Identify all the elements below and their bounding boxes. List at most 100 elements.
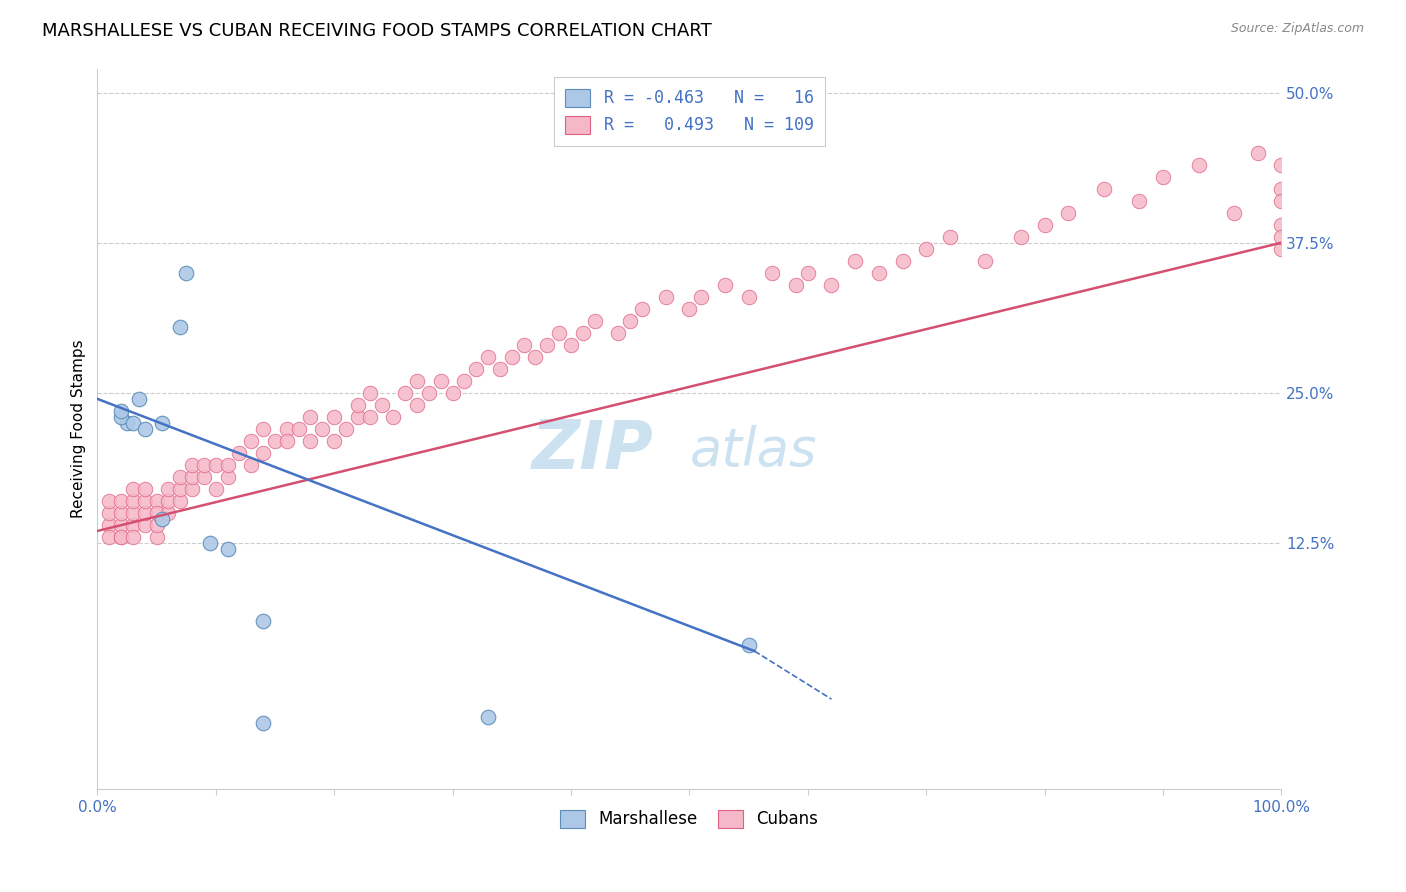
Point — [347, 398, 370, 412]
Point — [418, 385, 440, 400]
Point — [181, 470, 204, 484]
Point — [1270, 229, 1292, 244]
Point — [737, 638, 759, 652]
Point — [1057, 205, 1080, 219]
Point — [110, 518, 132, 533]
Point — [536, 338, 558, 352]
Point — [477, 710, 499, 724]
Point — [217, 458, 239, 472]
Point — [198, 536, 221, 550]
Point — [359, 385, 381, 400]
Point — [157, 494, 180, 508]
Point — [323, 409, 346, 424]
Point — [323, 434, 346, 448]
Point — [572, 326, 595, 340]
Text: ZIP: ZIP — [531, 417, 654, 483]
Point — [785, 277, 807, 292]
Point — [406, 374, 429, 388]
Point — [524, 350, 547, 364]
Point — [276, 434, 298, 448]
Point — [145, 494, 167, 508]
Point — [939, 229, 962, 244]
Point — [252, 446, 274, 460]
Point — [299, 409, 322, 424]
Point — [157, 482, 180, 496]
Point — [820, 277, 842, 292]
Point — [217, 541, 239, 556]
Point — [240, 434, 263, 448]
Point — [406, 398, 429, 412]
Point — [110, 506, 132, 520]
Point — [560, 338, 582, 352]
Text: atlas: atlas — [689, 425, 817, 476]
Point — [311, 422, 333, 436]
Point — [169, 494, 191, 508]
Point — [1270, 242, 1292, 256]
Point — [441, 385, 464, 400]
Point — [204, 458, 226, 472]
Point — [264, 434, 287, 448]
Point — [619, 314, 641, 328]
Point — [1152, 169, 1174, 184]
Point — [204, 482, 226, 496]
Point — [607, 326, 630, 340]
Point — [98, 506, 121, 520]
Point — [477, 350, 499, 364]
Point — [974, 253, 997, 268]
Point — [1187, 158, 1209, 172]
Point — [347, 409, 370, 424]
Point — [122, 416, 145, 430]
Point — [193, 470, 215, 484]
Point — [110, 530, 132, 544]
Point — [169, 319, 191, 334]
Point — [174, 266, 197, 280]
Point — [115, 416, 138, 430]
Point — [252, 614, 274, 628]
Point — [145, 518, 167, 533]
Point — [152, 512, 174, 526]
Point — [915, 242, 938, 256]
Point — [453, 374, 475, 388]
Point — [1128, 194, 1150, 208]
Y-axis label: Receiving Food Stamps: Receiving Food Stamps — [72, 340, 86, 518]
Point — [287, 422, 309, 436]
Point — [240, 458, 263, 472]
Point — [145, 530, 167, 544]
Point — [152, 416, 174, 430]
Point — [1270, 218, 1292, 232]
Point — [134, 506, 156, 520]
Point — [145, 506, 167, 520]
Point — [252, 422, 274, 436]
Point — [122, 482, 145, 496]
Text: MARSHALLESE VS CUBAN RECEIVING FOOD STAMPS CORRELATION CHART: MARSHALLESE VS CUBAN RECEIVING FOOD STAM… — [42, 22, 711, 40]
Point — [868, 266, 890, 280]
Point — [1270, 158, 1292, 172]
Point — [1247, 145, 1270, 160]
Point — [134, 518, 156, 533]
Point — [98, 518, 121, 533]
Point — [631, 301, 654, 316]
Point — [98, 494, 121, 508]
Point — [122, 494, 145, 508]
Point — [429, 374, 451, 388]
Point — [1270, 194, 1292, 208]
Point — [217, 470, 239, 484]
Text: Source: ZipAtlas.com: Source: ZipAtlas.com — [1230, 22, 1364, 36]
Point — [1010, 229, 1032, 244]
Point — [335, 422, 357, 436]
Point — [1223, 205, 1246, 219]
Point — [122, 530, 145, 544]
Point — [122, 518, 145, 533]
Point — [134, 482, 156, 496]
Point — [134, 494, 156, 508]
Point — [501, 350, 523, 364]
Point — [110, 530, 132, 544]
Point — [797, 266, 820, 280]
Point — [382, 409, 405, 424]
Point — [690, 290, 713, 304]
Point — [98, 530, 121, 544]
Point — [276, 422, 298, 436]
Point — [169, 482, 191, 496]
Point — [359, 409, 381, 424]
Point — [110, 409, 132, 424]
